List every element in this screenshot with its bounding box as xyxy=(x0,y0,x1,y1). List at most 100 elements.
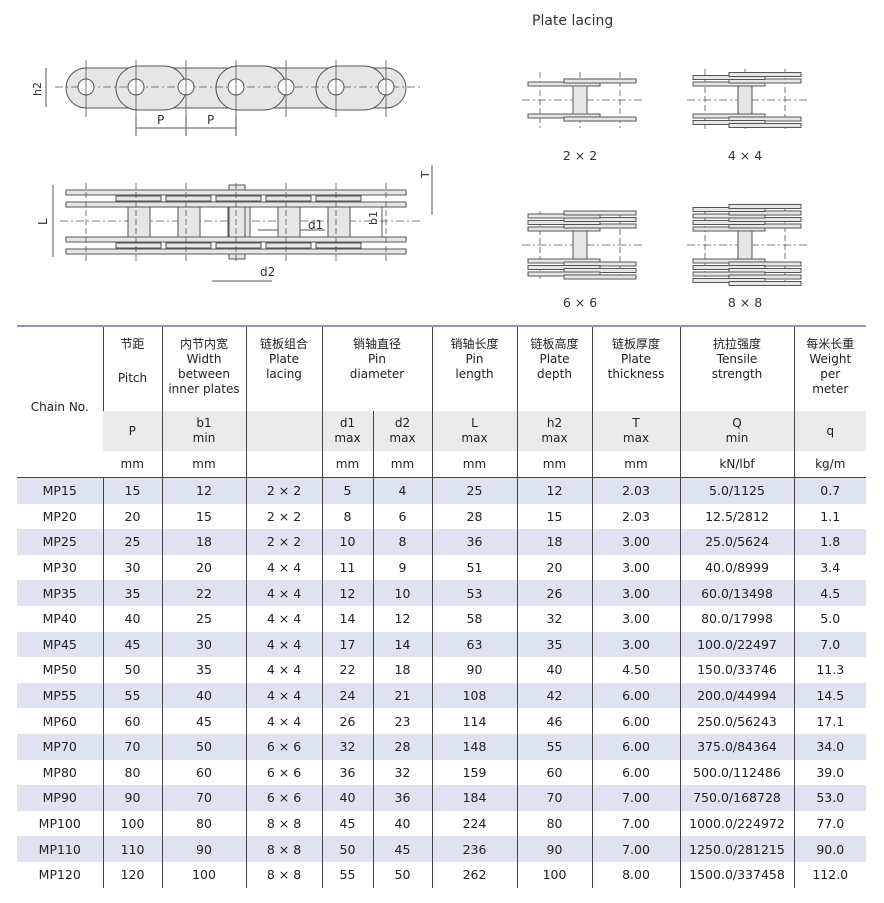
cell-weight: 17.1 xyxy=(793,708,866,734)
cell-tensile-strength: 1250.0/281215 xyxy=(679,836,794,862)
header-en: Plate xyxy=(620,352,651,366)
cell-pin-d2: 12 xyxy=(372,605,432,632)
cell-pin-d2: 45 xyxy=(372,836,432,862)
chain-drawing: h2 P P L Td1 b1 d2 2 × 2 4 × 4 6 × 6 8 × 8 xyxy=(31,60,807,310)
cell-weight: 1.8 xyxy=(793,529,866,555)
cell-pitch: 30 xyxy=(102,554,162,581)
cell-pin-d1: 10 xyxy=(321,529,373,555)
cell-pin-d2: 9 xyxy=(372,554,432,581)
header-unit: kN/lbf xyxy=(679,451,794,478)
cell-pin-d2: 4 xyxy=(372,477,432,504)
header-unit: mm xyxy=(591,451,680,478)
cell-inner-width: 25 xyxy=(161,605,246,632)
cell-weight: 0.7 xyxy=(793,477,866,504)
symbol: d1 xyxy=(339,416,356,430)
header-cn: 链板高度 xyxy=(530,337,579,351)
header-cn: 销轴直径 xyxy=(352,337,401,351)
symbol: q xyxy=(826,423,835,438)
cell-pin-length: 148 xyxy=(431,733,517,760)
cell-plate-lacing: 6 × 6 xyxy=(245,733,322,760)
cell-pin-d1: 17 xyxy=(321,631,373,658)
lacing-pin xyxy=(737,85,753,115)
cell-pin-d1: 8 xyxy=(321,503,373,530)
d1-label: d1 xyxy=(308,218,323,232)
cell-plate-depth: 70 xyxy=(516,785,592,811)
cell-tensile-strength: 5.0/1125 xyxy=(679,477,794,504)
header-unit: mm xyxy=(516,451,592,478)
cell-weight: 77.0 xyxy=(793,810,866,837)
outer-plate xyxy=(165,195,212,202)
lacing-pin xyxy=(572,85,588,115)
cell-pitch: 20 xyxy=(102,503,162,530)
cell-inner-width: 15 xyxy=(161,503,246,530)
cell-pin-d2: 21 xyxy=(372,682,432,709)
header-en: Pin xyxy=(465,352,484,366)
cell-pin-length: 90 xyxy=(431,657,517,683)
lacing-plate xyxy=(728,72,802,77)
cell-plate-lacing: 4 × 4 xyxy=(245,605,322,632)
l-label: L xyxy=(36,218,50,225)
table-row: MP30 30 20 4 × 4 11 9 51 20 3.00 40.0/8999 3.4 xyxy=(17,554,866,581)
cell-plate-lacing: 4 × 4 xyxy=(245,682,322,709)
cell-plate-thickness: 7.00 xyxy=(591,785,680,811)
outer-plate xyxy=(315,242,362,249)
lacing-plate xyxy=(563,210,637,216)
cell-tensile-strength: 150.0/33746 xyxy=(679,657,794,683)
cell-tensile-strength: 60.0/13498 xyxy=(679,580,794,606)
cell-plate-thickness: 4.50 xyxy=(591,657,680,683)
symbol-qualifier: max xyxy=(334,431,361,445)
cell-weight: 1.1 xyxy=(793,503,866,530)
header-cn: 内节内宽 xyxy=(179,337,228,351)
cell-plate-thickness: 7.00 xyxy=(591,836,680,862)
cell-plate-lacing: 4 × 4 xyxy=(245,631,322,658)
cell-pin-d2: 36 xyxy=(372,785,432,811)
cell-weight: 34.0 xyxy=(793,733,866,760)
cell-chain-no: MP100 xyxy=(38,816,81,832)
cell-pin-d1: 36 xyxy=(321,759,373,786)
cell-chain-no: MP40 xyxy=(42,611,77,627)
symbol: Q xyxy=(732,416,742,430)
cell-plate-thickness: 7.00 xyxy=(591,810,680,837)
cell-pitch: 120 xyxy=(102,861,162,888)
cell-plate-lacing: 8 × 8 xyxy=(245,861,322,888)
cell-inner-width: 90 xyxy=(161,836,246,862)
header-en: meter xyxy=(812,382,849,396)
lacing-plate xyxy=(563,274,637,280)
outer-plate xyxy=(215,195,262,202)
cell-plate-lacing: 8 × 8 xyxy=(245,836,322,862)
cell-plate-lacing: 4 × 4 xyxy=(245,580,322,606)
cell-inner-width: 40 xyxy=(161,682,246,709)
table-row: MP20 20 15 2 × 2 8 6 28 15 2.03 12.5/2812 1.1 xyxy=(17,503,866,530)
outer-link-plate xyxy=(115,65,187,111)
header-cn: 每米长重 xyxy=(806,337,855,351)
header-en: Plate xyxy=(268,352,299,366)
header-cn: 链板厚度 xyxy=(611,337,660,351)
outer-plate xyxy=(165,242,212,249)
cell-plate-thickness: 3.00 xyxy=(591,529,680,555)
cell-pitch: 90 xyxy=(102,785,162,811)
lacing-label-3: 6 × 6 xyxy=(563,295,597,310)
symbol-qualifier: max xyxy=(541,431,568,445)
cell-weight: 4.5 xyxy=(793,580,866,606)
header-col-7: 链板厚度 Plate thickness xyxy=(591,326,680,411)
header-en: Tensile xyxy=(716,352,758,366)
cell-inner-width: 30 xyxy=(161,631,246,658)
cell-inner-width: 100 xyxy=(161,861,246,888)
outer-plate xyxy=(315,195,362,202)
cell-tensile-strength: 40.0/8999 xyxy=(679,554,794,581)
cell-tensile-strength: 1500.0/337458 xyxy=(679,861,794,888)
cell-pin-d2: 40 xyxy=(372,810,432,837)
cell-plate-depth: 55 xyxy=(516,733,592,760)
cell-plate-thickness: 6.00 xyxy=(591,733,680,760)
header-unit xyxy=(245,451,322,478)
cell-pin-d1: 11 xyxy=(321,554,373,581)
header-col-4: 销轴直径 Pin diameter xyxy=(321,326,432,411)
cell-chain-no: MP80 xyxy=(42,764,77,780)
header-row-titles: Chain No. 节距 Pitch 内节内宽 Width between inner pl… xyxy=(17,326,866,478)
cell-pin-length: 108 xyxy=(431,682,517,709)
outer-link-plate xyxy=(315,65,387,111)
cell-pitch: 100 xyxy=(102,810,162,837)
cell-chain-no: MP110 xyxy=(17,836,103,862)
